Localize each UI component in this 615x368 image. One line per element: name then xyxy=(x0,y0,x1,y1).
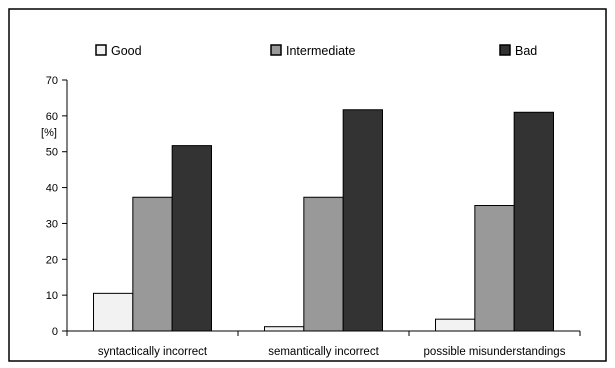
y-tick-label: 10 xyxy=(46,290,58,302)
legend-swatch-intermediate xyxy=(270,44,282,56)
bar-bad-0 xyxy=(171,145,212,332)
y-tick-label: 70 xyxy=(46,75,58,87)
legend-label-intermediate: Intermediate xyxy=(286,44,356,58)
bar-intermediate-0 xyxy=(132,196,173,332)
bar-intermediate-2 xyxy=(474,205,515,332)
bar-good-1 xyxy=(264,326,305,332)
y-tick-label: 30 xyxy=(46,218,58,230)
y-tick-label: 20 xyxy=(46,254,58,266)
bar-bad-1 xyxy=(342,109,383,332)
legend-swatch-bad xyxy=(499,44,511,56)
bar-good-0 xyxy=(93,292,134,332)
y-axis-unit-label: [%] xyxy=(41,127,57,139)
y-tick-label: 50 xyxy=(46,147,58,159)
y-axis-ticks: 0 10 20 30 40 50 60 70 xyxy=(46,75,67,338)
bar-bad-2 xyxy=(513,111,554,332)
category-label: semantically incorrect xyxy=(268,346,379,358)
y-tick-label: 60 xyxy=(46,111,58,123)
legend: Good Intermediate Bad xyxy=(95,44,537,58)
bar-intermediate-1 xyxy=(303,196,344,332)
y-tick-label: 0 xyxy=(52,326,58,338)
y-tick-label: 40 xyxy=(46,183,58,195)
legend-label-bad: Bad xyxy=(515,44,537,58)
bars xyxy=(93,109,554,332)
bar-good-2 xyxy=(435,318,476,332)
category-label: syntactically incorrect xyxy=(98,346,208,358)
category-labels: syntactically incorrect semantically inco… xyxy=(98,346,566,358)
category-label: possible misunderstandings xyxy=(424,346,566,358)
legend-label-good: Good xyxy=(111,44,142,58)
x-axis-ticks xyxy=(66,331,581,336)
legend-swatch-good xyxy=(95,44,107,56)
